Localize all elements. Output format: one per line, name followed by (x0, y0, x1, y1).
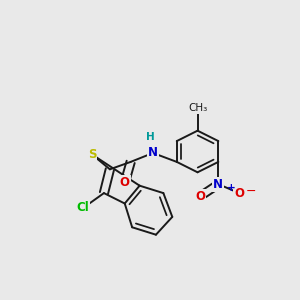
Text: +: + (227, 183, 236, 193)
Text: N: N (213, 178, 224, 191)
Text: H: H (146, 132, 154, 142)
Text: O: O (234, 187, 244, 200)
Text: O: O (196, 190, 206, 202)
Text: O: O (196, 190, 206, 202)
Text: N: N (213, 178, 224, 191)
Text: Cl: Cl (77, 202, 89, 214)
Text: H: H (145, 130, 155, 143)
Text: N: N (148, 146, 158, 160)
Text: −: − (245, 185, 256, 198)
Text: CH₃: CH₃ (188, 103, 207, 113)
Text: S: S (88, 148, 96, 161)
Text: O: O (120, 176, 130, 189)
Text: O: O (234, 187, 244, 200)
